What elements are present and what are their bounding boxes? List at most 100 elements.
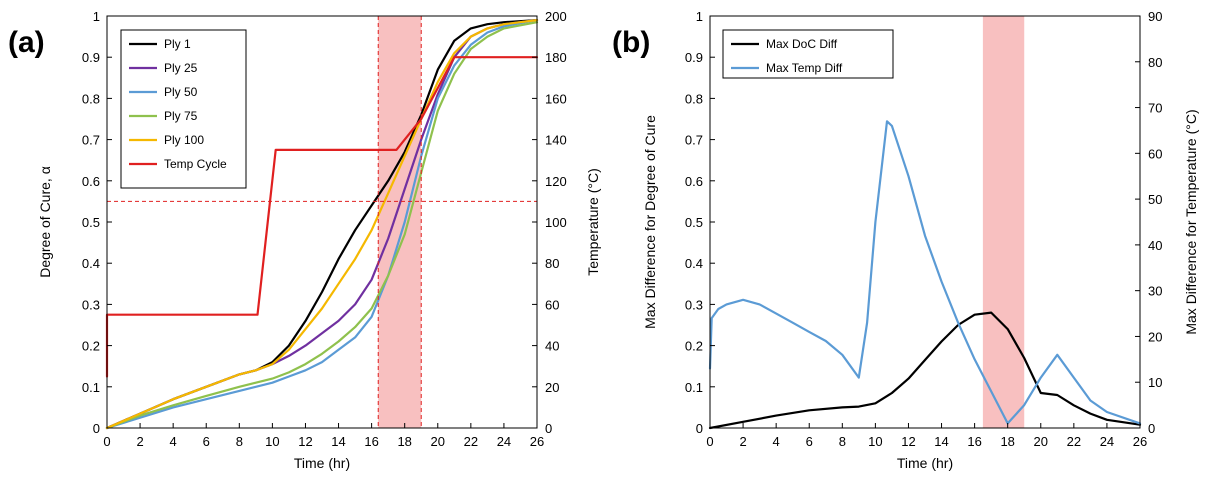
y2-tick-label: 40 bbox=[545, 339, 559, 354]
series-line-4 bbox=[105, 21, 539, 430]
legend-label: Max Temp Diff bbox=[766, 61, 843, 75]
y-tick-label: 0.4 bbox=[685, 256, 703, 271]
y-tick-label: 0.4 bbox=[82, 256, 100, 271]
y-axis-label: Max Difference for Degree of Cure bbox=[642, 115, 658, 329]
y-tick-label: 0.1 bbox=[82, 380, 100, 395]
y-tick-label: 1 bbox=[93, 9, 100, 24]
y2-tick-label: 80 bbox=[545, 256, 559, 271]
series-line-6 bbox=[105, 56, 539, 378]
x-tick-label: 8 bbox=[839, 434, 846, 449]
x-tick-label: 12 bbox=[901, 434, 915, 449]
x-tick-label: 16 bbox=[967, 434, 981, 449]
x-tick-label: 4 bbox=[170, 434, 177, 449]
y2-axis-label: Max Difference for Temperature (°C) bbox=[1183, 109, 1199, 334]
x-tick-label: 4 bbox=[773, 434, 780, 449]
x-tick-label: 18 bbox=[397, 434, 411, 449]
y-tick-label: 0.5 bbox=[685, 215, 703, 230]
y-tick-label: 0.2 bbox=[82, 339, 100, 354]
x-tick-label: 14 bbox=[331, 434, 345, 449]
x-tick-label: 0 bbox=[103, 434, 110, 449]
y-tick-label: 0.9 bbox=[82, 50, 100, 65]
highlight-band bbox=[982, 16, 1025, 428]
legend-label: Ply 100 bbox=[164, 133, 204, 147]
series-line-3 bbox=[105, 19, 539, 430]
y-tick-label: 1 bbox=[696, 9, 703, 24]
y2-tick-label: 0 bbox=[545, 421, 552, 436]
x-tick-label: 20 bbox=[431, 434, 445, 449]
panel-label: (b) bbox=[612, 26, 650, 59]
y2-tick-label: 80 bbox=[1148, 55, 1162, 70]
y-tick-label: 0 bbox=[93, 421, 100, 436]
x-axis-label: Time (hr) bbox=[897, 455, 953, 471]
y-tick-label: 0.7 bbox=[82, 133, 100, 148]
y2-tick-label: 180 bbox=[545, 50, 567, 65]
x-tick-label: 0 bbox=[706, 434, 713, 449]
y2-tick-label: 60 bbox=[545, 297, 559, 312]
y-tick-label: 0.6 bbox=[82, 174, 100, 189]
legend-box bbox=[722, 29, 894, 79]
y2-tick-label: 20 bbox=[1148, 329, 1162, 344]
x-tick-label: 26 bbox=[530, 434, 544, 449]
y-tick-label: 0.2 bbox=[685, 339, 703, 354]
y2-tick-label: 20 bbox=[545, 380, 559, 395]
y-tick-label: 0.1 bbox=[685, 380, 703, 395]
x-tick-label: 10 bbox=[265, 434, 279, 449]
series-line-1 bbox=[708, 311, 1142, 430]
y2-tick-label: 200 bbox=[545, 9, 567, 24]
y2-tick-label: 100 bbox=[545, 215, 567, 230]
y2-tick-label: 40 bbox=[1148, 238, 1162, 253]
y2-tick-label: 0 bbox=[1148, 421, 1155, 436]
y2-tick-label: 50 bbox=[1148, 192, 1162, 207]
x-tick-label: 14 bbox=[934, 434, 948, 449]
y-tick-label: 0.9 bbox=[685, 50, 703, 65]
y-axis-label: Degree of Cure, α bbox=[37, 166, 53, 278]
legend-label: Temp Cycle bbox=[164, 157, 227, 171]
panel-b: 0 2 4 6 8 10 12 14 16 18 20 22 24 2600.10.20.30.40.50… bbox=[612, 9, 1199, 471]
x-tick-label: 12 bbox=[298, 434, 312, 449]
legend-label: Max DoC Diff bbox=[766, 37, 838, 51]
x-tick-label: 16 bbox=[364, 434, 378, 449]
y-tick-label: 0.8 bbox=[82, 91, 100, 106]
y-tick-label: 0.3 bbox=[82, 297, 100, 312]
y-tick-label: 0.6 bbox=[685, 174, 703, 189]
x-tick-label: 22 bbox=[464, 434, 478, 449]
series-line-5 bbox=[105, 19, 539, 430]
x-tick-label: 24 bbox=[497, 434, 511, 449]
y2-tick-label: 160 bbox=[545, 91, 567, 106]
y-tick-label: 0.8 bbox=[685, 91, 703, 106]
y2-tick-label: 30 bbox=[1148, 284, 1162, 299]
y-tick-label: 0.3 bbox=[685, 297, 703, 312]
legend-label: Ply 1 bbox=[164, 37, 191, 51]
x-tick-label: 2 bbox=[136, 434, 143, 449]
x-axis-label: Time (hr) bbox=[294, 455, 350, 471]
legend-label: Ply 25 bbox=[164, 61, 198, 75]
x-tick-label: 8 bbox=[236, 434, 243, 449]
y2-tick-label: 120 bbox=[545, 174, 567, 189]
legend-label: Ply 75 bbox=[164, 109, 198, 123]
x-tick-label: 6 bbox=[203, 434, 210, 449]
y-tick-label: 0 bbox=[696, 421, 703, 436]
x-tick-label: 6 bbox=[806, 434, 813, 449]
x-tick-label: 2 bbox=[739, 434, 746, 449]
y-tick-label: 0.7 bbox=[685, 133, 703, 148]
x-tick-label: 22 bbox=[1067, 434, 1081, 449]
series-line-2 bbox=[708, 120, 1142, 425]
legend-box bbox=[120, 29, 247, 189]
y2-tick-label: 140 bbox=[545, 133, 567, 148]
y2-axis-label: Temperature (°C) bbox=[585, 168, 601, 276]
y2-tick-label: 90 bbox=[1148, 9, 1162, 24]
x-tick-label: 10 bbox=[868, 434, 882, 449]
y2-tick-label: 70 bbox=[1148, 101, 1162, 116]
highlight-band bbox=[378, 16, 422, 428]
legend-label: Ply 50 bbox=[164, 85, 198, 99]
y2-tick-label: 60 bbox=[1148, 146, 1162, 161]
panel-label: (a) bbox=[8, 26, 45, 59]
panel-a: 0 2 4 6 8 10 12 14 16 18 20 22 24 2600.10.20.30.40.50… bbox=[8, 9, 601, 471]
x-tick-label: 18 bbox=[1000, 434, 1014, 449]
x-tick-label: 24 bbox=[1100, 434, 1114, 449]
x-tick-label: 26 bbox=[1133, 434, 1147, 449]
y2-tick-label: 10 bbox=[1148, 375, 1162, 390]
y-tick-label: 0.5 bbox=[82, 215, 100, 230]
x-tick-label: 20 bbox=[1034, 434, 1048, 449]
